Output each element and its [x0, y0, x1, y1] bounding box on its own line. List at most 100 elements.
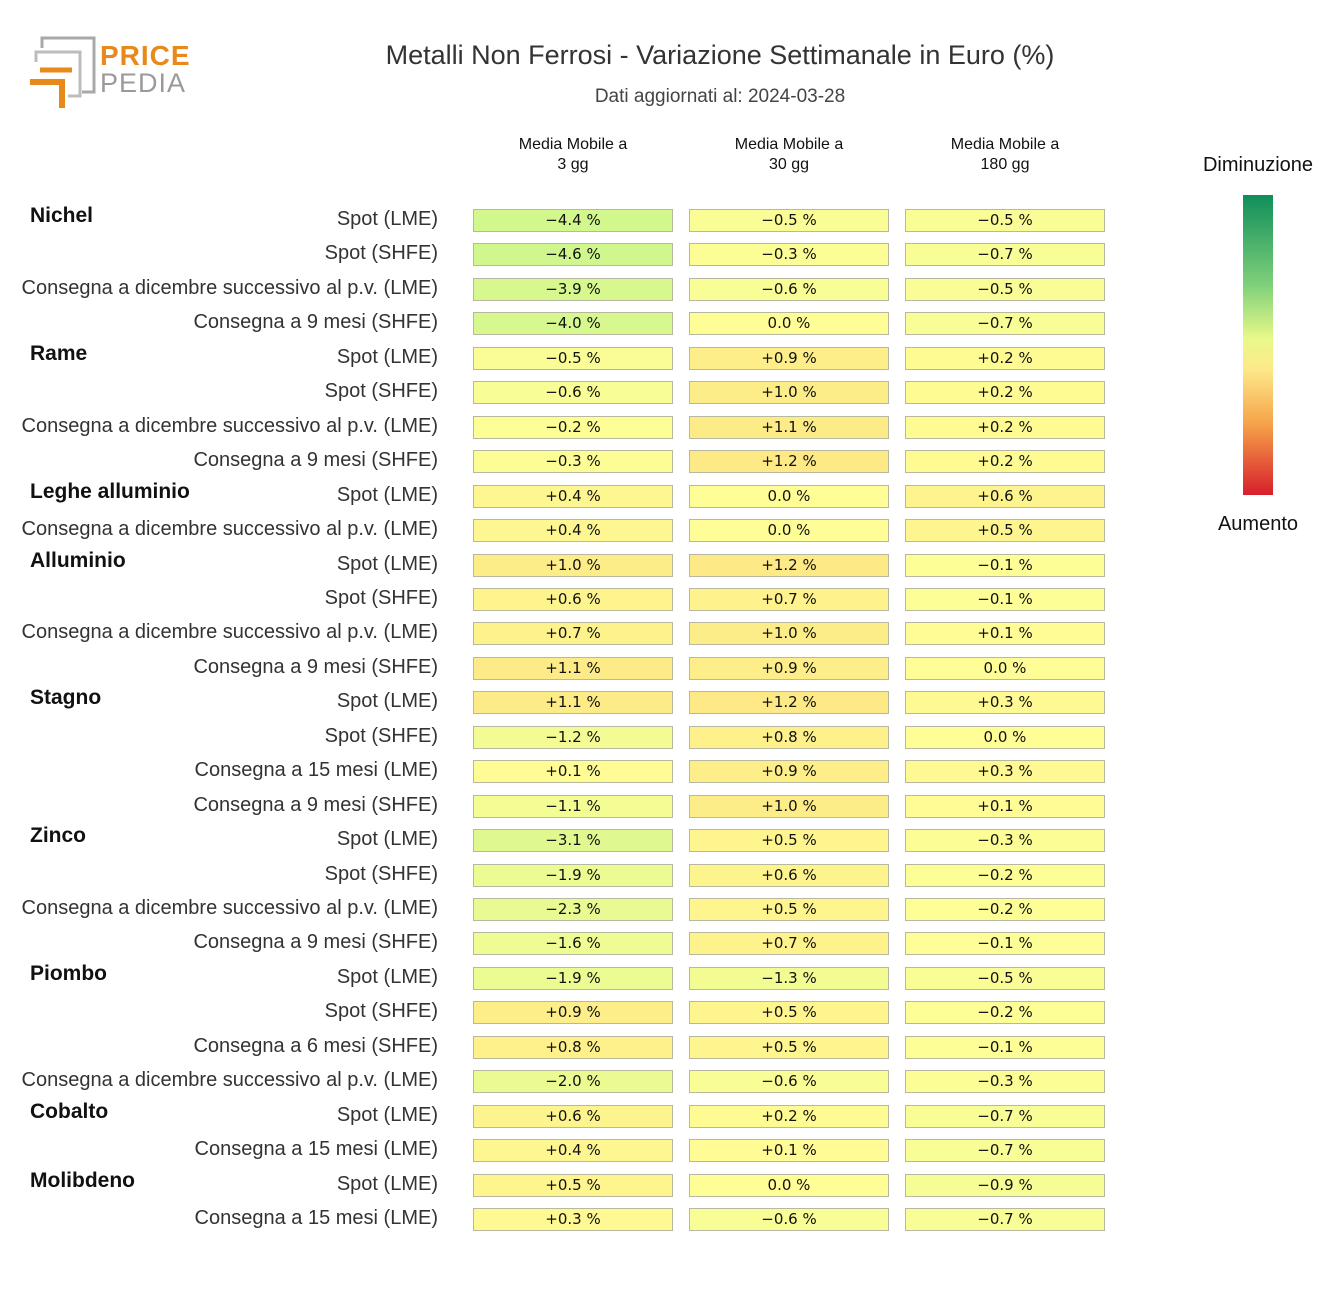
heatmap-cell: +0.6 %	[473, 587, 673, 611]
row-label: Spot (LME)	[336, 483, 438, 506]
heatmap-cell: −2.0 %	[473, 1070, 673, 1094]
column-header: Media Mobile a 30 gg	[688, 135, 890, 175]
heatmap-cell: +0.6 %	[473, 1104, 673, 1128]
heatmap-cell: +0.2 %	[905, 450, 1105, 474]
row-label: Consegna a 9 mesi (SHFE)	[193, 311, 438, 334]
row-label: Spot (LME)	[336, 552, 438, 575]
heatmap-cell: −0.5 %	[473, 346, 673, 370]
row-label: Spot (LME)	[336, 345, 438, 368]
heatmap-cell: −0.2 %	[905, 1001, 1105, 1025]
heatmap-cell: 0.0 %	[905, 725, 1105, 749]
group-label: Molibdeno	[30, 1168, 135, 1192]
heatmap-cell: +0.9 %	[689, 760, 889, 784]
row-label: Consegna a dicembre successivo al p.v. (…	[21, 897, 438, 919]
heatmap-cell: −0.5 %	[689, 209, 889, 232]
row-label: Consegna a 15 mesi (LME)	[194, 1138, 438, 1161]
heatmap-cell: −0.7 %	[905, 312, 1105, 336]
heatmap-cell: +0.8 %	[689, 725, 889, 749]
heatmap-cell: +0.9 %	[689, 346, 889, 370]
heatmap-cell: −0.2 %	[905, 898, 1105, 921]
heatmap-cell: +1.1 %	[473, 656, 673, 680]
heatmap-cell: +0.5 %	[905, 519, 1105, 543]
heatmap-cell: +1.0 %	[689, 381, 889, 405]
heatmap-cell: −0.2 %	[473, 415, 673, 439]
row-label: Consegna a dicembre successivo al p.v. (…	[21, 276, 438, 299]
heatmap-cell: −0.1 %	[905, 553, 1105, 577]
heatmap-cell: −3.1 %	[473, 829, 673, 853]
heatmap-cell: +0.2 %	[689, 1104, 889, 1128]
heatmap-cell: +0.7 %	[689, 587, 889, 611]
heatmap-cell: +1.2 %	[689, 450, 889, 474]
group-label: Zinco	[30, 824, 86, 848]
row-label: Consegna a 6 mesi (SHFE)	[193, 1034, 438, 1057]
row-label: Spot (LME)	[336, 965, 438, 988]
heatmap-cell: +0.4 %	[473, 484, 673, 508]
row-label: Spot (LME)	[336, 208, 438, 230]
legend-color-scale	[1243, 195, 1273, 495]
heatmap-cell: −1.3 %	[689, 966, 889, 990]
heatmap-cell: −2.3 %	[473, 898, 673, 921]
legend-label-top: Diminuzione	[1202, 154, 1314, 176]
heatmap-cell: 0.0 %	[689, 519, 889, 543]
heatmap-cell: +0.4 %	[473, 1139, 673, 1163]
heatmap-cell: +0.1 %	[905, 794, 1105, 818]
heatmap-cell: 0.0 %	[689, 484, 889, 508]
pricepedia-logo: PRICE PEDIA	[28, 36, 191, 110]
heatmap-cell: +0.5 %	[473, 1173, 673, 1197]
row-label: Spot (SHFE)	[324, 1000, 438, 1023]
row-label: Spot (LME)	[336, 1172, 438, 1195]
heatmap-cell: +0.5 %	[689, 1035, 889, 1059]
heatmap-cell: −0.7 %	[905, 1104, 1105, 1128]
row-label: Consegna a 15 mesi (LME)	[194, 759, 438, 782]
logo-word-price: PRICE	[100, 40, 191, 71]
row-label: Consegna a 9 mesi (SHFE)	[193, 931, 438, 954]
heatmap-cell: +1.1 %	[473, 691, 673, 715]
heatmap-cell: −0.3 %	[905, 1070, 1105, 1094]
heatmap-cell: −0.7 %	[905, 1139, 1105, 1163]
heatmap-cell: −0.2 %	[905, 863, 1105, 887]
heatmap-cell: +0.7 %	[473, 622, 673, 646]
group-label: Cobalto	[30, 1099, 109, 1123]
heatmap-cell: −1.9 %	[473, 863, 673, 887]
group-label: Stagno	[30, 686, 102, 710]
heatmap-cell: −1.1 %	[473, 794, 673, 818]
column-header-line: Media Mobile a	[518, 136, 628, 153]
row-label: Spot (SHFE)	[324, 724, 438, 747]
row-label: Spot (SHFE)	[324, 380, 438, 403]
group-label: Alluminio	[30, 548, 126, 572]
column-header: Media Mobile a 180 gg	[904, 135, 1106, 175]
row-label: Consegna a 15 mesi (LME)	[194, 1207, 438, 1230]
heatmap-cell: −0.6 %	[689, 277, 889, 301]
heatmap-cell: −1.6 %	[473, 932, 673, 956]
heatmap-cell: +0.9 %	[473, 1001, 673, 1025]
heatmap-cell: −4.6 %	[473, 243, 673, 267]
row-label: Spot (LME)	[336, 1103, 438, 1126]
row-label: Spot (SHFE)	[324, 586, 438, 609]
heatmap-cell: +1.2 %	[689, 553, 889, 577]
row-label: Consegna a dicembre successivo al p.v. (…	[21, 518, 438, 541]
heatmap-cell: +0.1 %	[473, 760, 673, 784]
heatmap-cell: 0.0 %	[905, 656, 1105, 680]
heatmap-cell: +0.5 %	[689, 1001, 889, 1025]
heatmap-cell: +0.9 %	[689, 656, 889, 680]
heatmap-cell: +0.1 %	[905, 622, 1105, 646]
row-label: Spot (LME)	[336, 828, 438, 851]
heatmap-cell: −3.9 %	[473, 277, 673, 301]
heatmap-cell: −0.1 %	[905, 932, 1105, 956]
logo-word-pedia: PEDIA	[100, 68, 187, 98]
heatmap-cell: +0.7 %	[689, 932, 889, 956]
heatmap-cell: −0.5 %	[905, 966, 1105, 990]
heatmap-cell: +1.0 %	[473, 553, 673, 577]
column-header: Media Mobile a 3 gg	[472, 135, 674, 175]
heatmap-cell: −0.3 %	[473, 450, 673, 474]
heatmap-cell: +0.2 %	[905, 346, 1105, 370]
row-label: Consegna a 9 mesi (SHFE)	[193, 449, 438, 472]
heatmap-cell: +0.3 %	[905, 691, 1105, 715]
heatmap-cell: +0.1 %	[689, 1139, 889, 1163]
row-label: Spot (LME)	[336, 690, 438, 713]
heatmap-cell: +1.0 %	[689, 794, 889, 818]
column-header-line: Media Mobile a	[950, 136, 1060, 153]
logo-mark-icon	[30, 36, 96, 108]
heatmap-cell: −0.6 %	[689, 1208, 889, 1232]
heatmap-cell: +1.0 %	[689, 622, 889, 646]
